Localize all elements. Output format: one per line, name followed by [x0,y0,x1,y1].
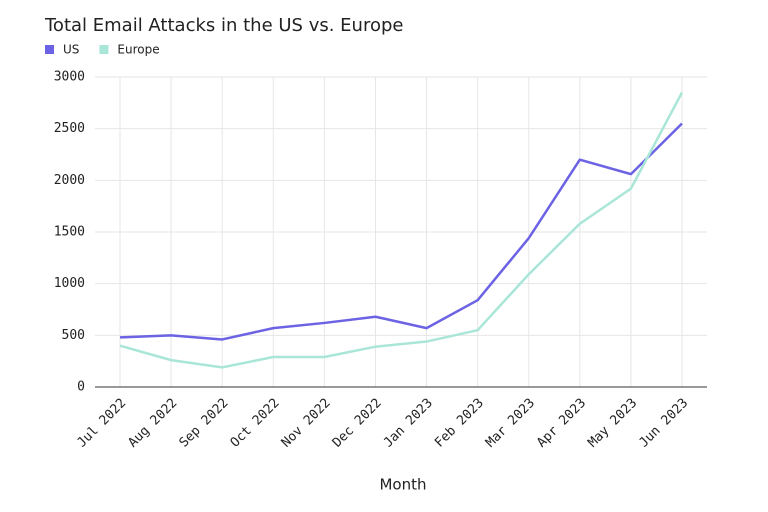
x-tick-label: Jun 2023 [636,396,691,451]
x-tick-label: Aug 2022 [126,396,181,451]
x-tick-label: May 2023 [585,396,640,451]
x-axis-title: Month [379,476,426,494]
y-tick-label: 0 [77,380,85,395]
series-line [119,122,683,341]
y-tick-label: 1000 [54,276,85,291]
y-tick-label: 2000 [54,173,85,188]
chart-title: Total Email Attacks in the US vs. Europe [44,15,403,36]
series-line [119,91,684,369]
x-tick-label: Sep 2022 [177,396,232,451]
x-tick-label: Nov 2022 [279,396,334,451]
y-tick-label: 2500 [54,121,85,136]
x-tick-label: Jan 2023 [381,396,436,451]
x-tick-label: Mar 2023 [483,396,538,451]
legend-label: Europe [117,43,159,57]
legend-swatch [45,45,54,54]
legend-label: US [63,43,79,57]
x-tick-label: Dec 2022 [330,396,385,451]
y-tick-label: 3000 [54,70,85,85]
legend-swatch [99,45,109,54]
y-tick-label: 500 [62,328,85,343]
x-tick-label: Jul 2022 [74,396,129,451]
x-tick-label: Apr 2023 [534,396,589,451]
y-tick-label: 1500 [54,225,85,240]
x-tick-label: Feb 2023 [432,396,487,451]
x-tick-label: Oct 2022 [228,396,283,451]
